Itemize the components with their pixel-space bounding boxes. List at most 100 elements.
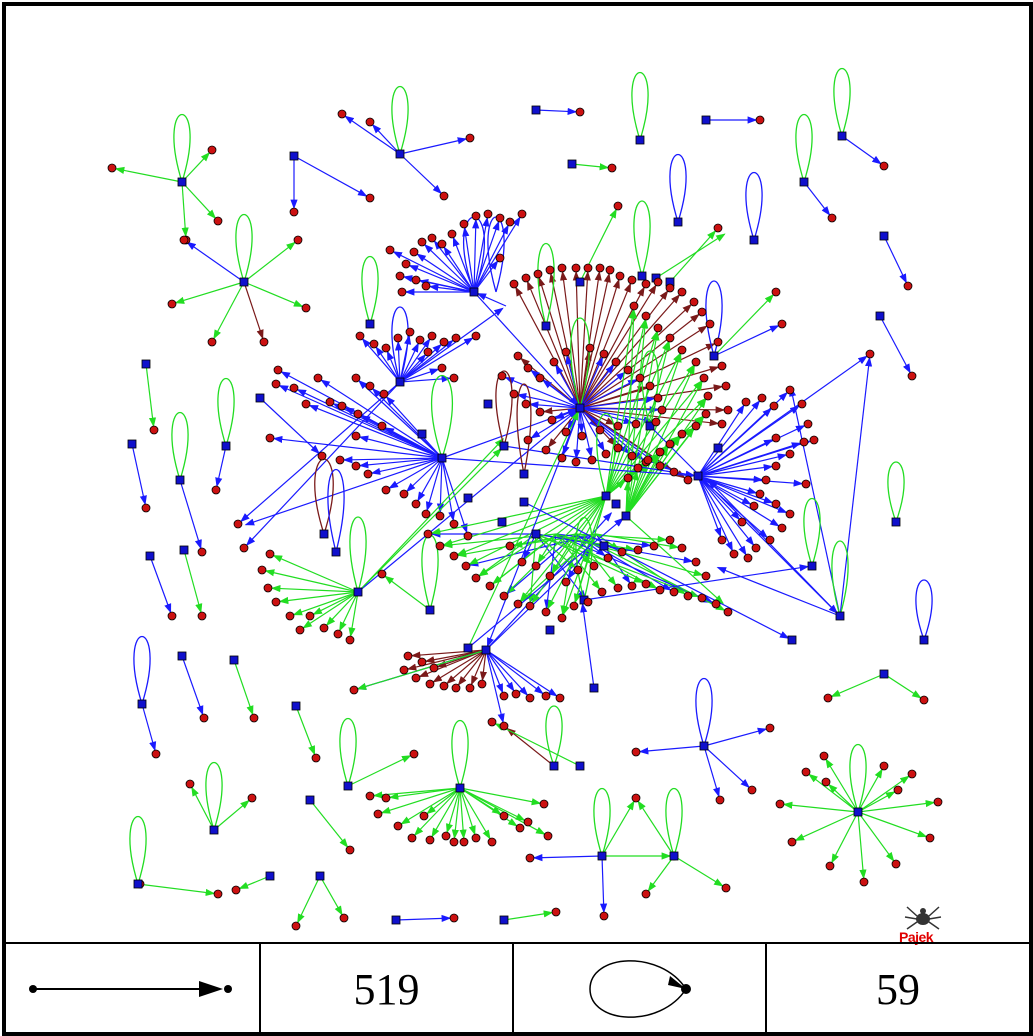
circle-node	[747, 785, 757, 795]
circle-node	[713, 223, 723, 233]
square-node	[221, 441, 231, 451]
arc	[579, 379, 638, 409]
circle-node	[373, 809, 383, 819]
circle-node	[599, 349, 609, 359]
arc	[410, 649, 487, 659]
circle-node	[449, 837, 459, 847]
circle-node	[487, 717, 497, 727]
square-node	[365, 319, 375, 329]
loop	[391, 306, 409, 383]
arc	[579, 278, 620, 409]
loop	[349, 516, 367, 593]
circle-node	[505, 217, 515, 227]
circle-node	[595, 425, 605, 435]
circle-node	[713, 337, 723, 347]
circle-node	[465, 133, 475, 143]
circle-node	[549, 357, 559, 367]
graph-nodes	[107, 105, 943, 931]
circle-node	[525, 601, 535, 611]
circle-node	[355, 331, 365, 341]
circle-node	[801, 479, 811, 489]
circle-node	[257, 565, 267, 575]
loop	[831, 540, 849, 617]
square-node	[319, 529, 329, 539]
circle-node	[411, 275, 421, 285]
arc	[243, 281, 304, 308]
arc	[697, 475, 722, 538]
square-node	[291, 701, 301, 711]
circle-node	[633, 463, 643, 473]
arc	[137, 883, 216, 897]
square-node	[229, 655, 239, 665]
arc	[473, 216, 490, 293]
circle-node	[691, 557, 701, 567]
circle-node	[449, 551, 459, 561]
square-node	[499, 441, 509, 451]
arc	[782, 801, 859, 813]
circle-node	[771, 287, 781, 297]
circle-node	[301, 399, 311, 409]
circle-node	[381, 343, 391, 353]
circle-node	[435, 541, 445, 551]
arc	[426, 787, 461, 815]
arc	[673, 855, 724, 887]
circle-node	[589, 561, 599, 571]
arc	[538, 276, 581, 409]
arc	[857, 791, 896, 813]
circle-node	[879, 761, 889, 771]
loop	[570, 317, 590, 409]
circle-node	[543, 831, 553, 841]
arc	[399, 137, 468, 155]
circle-node	[351, 461, 361, 471]
arc	[523, 501, 790, 639]
arc	[857, 811, 928, 838]
arc	[555, 364, 581, 409]
arc	[371, 387, 443, 459]
arc	[625, 515, 724, 605]
arc	[319, 875, 343, 916]
arc	[486, 407, 581, 648]
arc	[579, 407, 654, 424]
circle-node	[645, 381, 655, 391]
circle-node	[697, 307, 707, 317]
arc	[625, 428, 695, 517]
square-node	[919, 635, 929, 645]
square-node	[701, 115, 711, 125]
arc	[462, 226, 475, 293]
square-node	[621, 511, 631, 521]
circle-node	[393, 821, 403, 831]
arc	[625, 352, 682, 517]
circle-node	[627, 275, 637, 285]
circle-node	[597, 587, 607, 597]
arc	[519, 495, 607, 602]
circle-node	[385, 245, 395, 255]
circle-node	[665, 439, 675, 449]
square-node	[265, 871, 275, 881]
arc	[325, 591, 359, 626]
circle-node	[541, 445, 551, 455]
arc	[503, 445, 696, 478]
circle-node	[427, 331, 437, 341]
loop	[217, 377, 235, 447]
arc	[432, 649, 487, 683]
arc	[473, 224, 509, 293]
square-node	[541, 321, 551, 331]
circle-node	[717, 535, 727, 545]
square-node	[545, 625, 555, 635]
circle-node	[729, 549, 739, 559]
arc	[504, 376, 581, 409]
arc	[595, 533, 680, 550]
circle-node	[517, 209, 527, 219]
loop	[641, 350, 659, 427]
square-node	[395, 377, 405, 387]
circle-node	[623, 365, 633, 375]
circle-node	[755, 489, 765, 499]
arc	[446, 649, 487, 685]
circle-node	[721, 381, 731, 391]
loop	[339, 717, 357, 787]
circle-node	[409, 749, 419, 759]
square-node	[669, 851, 679, 861]
arc	[181, 152, 211, 183]
loop	[745, 171, 763, 241]
circle-node	[289, 383, 299, 393]
